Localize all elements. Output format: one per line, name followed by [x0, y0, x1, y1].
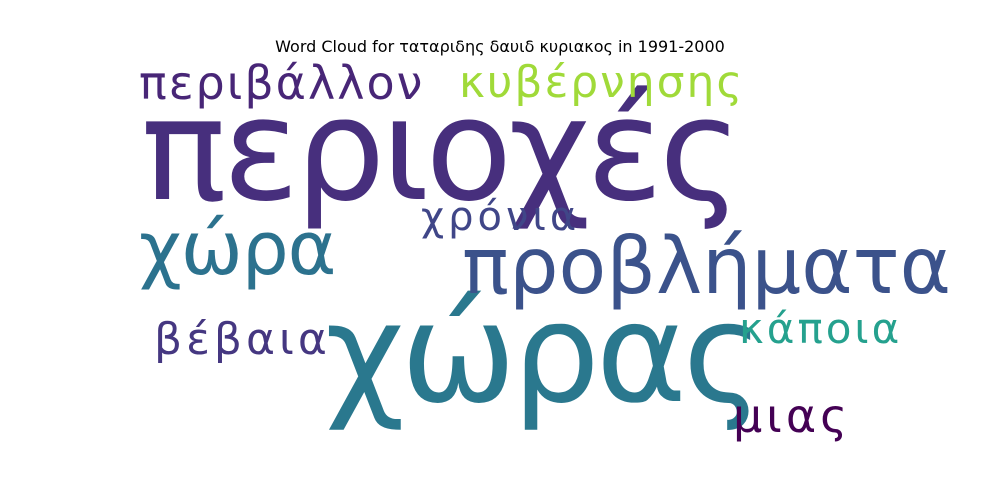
word-9: κάποια: [739, 304, 903, 353]
word-4: χώρα: [139, 206, 336, 292]
word-1: περιοχές: [141, 68, 742, 233]
word-5: περιβάλλον: [139, 56, 425, 110]
chart-title: Word Cloud for ταταριδης δαυιδ κυριακος …: [275, 37, 725, 56]
word-8: βέβαια: [154, 314, 331, 365]
word-2: χώρας: [325, 273, 764, 434]
word-10: μιας: [733, 389, 852, 443]
word-3: προβλήματα: [462, 222, 951, 312]
word-7: χρόνια: [421, 194, 581, 240]
word-6: κυβέρνησης: [459, 57, 745, 108]
word-cloud: περιοχές χώρας προβλήματα χώρα περιβάλλον κυβ…: [139, 56, 951, 450]
